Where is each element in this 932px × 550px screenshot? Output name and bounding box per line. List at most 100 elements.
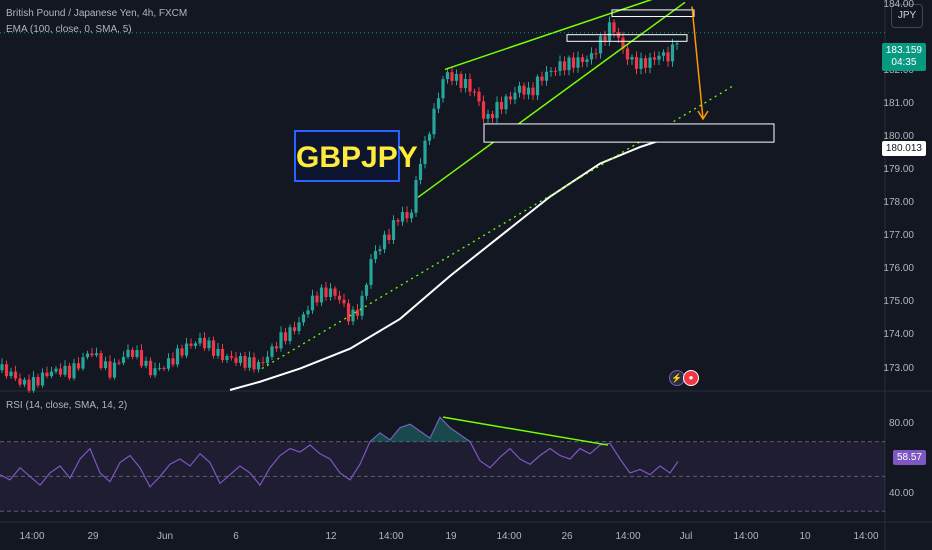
time-tick-1: 29 xyxy=(87,531,99,542)
candle-body-63 xyxy=(283,332,288,341)
candle-body-86 xyxy=(387,234,391,240)
price-tick-5: 178.00 xyxy=(883,197,914,209)
candle-body-123 xyxy=(553,70,558,72)
pair-annotation[interactable]: GBPJPY xyxy=(294,130,418,182)
candle-body-118 xyxy=(531,87,535,96)
candle-body-93 xyxy=(418,164,423,181)
candle-body-43 xyxy=(193,343,198,346)
time-tick-0: 14:00 xyxy=(19,531,45,542)
candle-body-53 xyxy=(238,356,243,363)
candle-body-87 xyxy=(391,220,396,240)
candle-body-11 xyxy=(49,371,54,377)
candle-body-89 xyxy=(400,212,405,222)
candle-body-18 xyxy=(81,357,85,369)
candle-body-125 xyxy=(562,61,567,71)
candle-body-131 xyxy=(589,53,594,60)
candle-body-31 xyxy=(139,350,144,366)
candle-body-100 xyxy=(450,72,454,81)
candle-body-32 xyxy=(144,360,148,366)
candle-body-16 xyxy=(72,363,76,379)
candle-body-143 xyxy=(643,58,648,68)
candle-body-96 xyxy=(432,108,436,135)
candle-body-74 xyxy=(333,288,337,296)
candle-body-47 xyxy=(211,340,216,356)
candle-body-104 xyxy=(468,79,472,92)
candle-body-122 xyxy=(549,70,553,72)
candle-body-108 xyxy=(486,113,490,119)
price-tick-9: 174.00 xyxy=(883,329,914,341)
rsi-divergence-line xyxy=(442,416,609,446)
candle-body-91 xyxy=(409,212,414,219)
candle-body-3 xyxy=(13,371,18,379)
candle-body-112 xyxy=(504,96,508,110)
candle-body-15 xyxy=(67,365,72,379)
candle-body-25 xyxy=(112,362,117,378)
candle-body-71 xyxy=(319,287,324,303)
candle-body-92 xyxy=(414,180,418,213)
candle-body-84 xyxy=(378,249,382,252)
candle-body-17 xyxy=(76,363,81,369)
currency-button[interactable]: JPY xyxy=(891,4,923,28)
candle-body-144 xyxy=(648,57,652,68)
candle-body-134 xyxy=(603,36,607,41)
ema-indicator-label[interactable]: EMA (100, close, 0, SMA, 5) xyxy=(6,24,132,35)
candle-body-8 xyxy=(36,376,40,386)
price-tick-4: 179.00 xyxy=(883,164,914,176)
candle-body-30 xyxy=(135,350,139,357)
candle-body-133 xyxy=(598,36,603,54)
candle-body-59 xyxy=(265,356,270,364)
candle-body-12 xyxy=(54,368,58,372)
symbol-title[interactable]: British Pound / Japanese Yen, 4h, FXCM xyxy=(6,8,188,19)
candle-body-34 xyxy=(153,368,157,376)
candle-body-4 xyxy=(18,378,22,385)
candle-body-117 xyxy=(526,87,531,95)
price-tick-0: 184.00 xyxy=(883,0,914,10)
candle-body-114 xyxy=(513,92,517,100)
target-arrow-head xyxy=(697,110,709,121)
candle-body-19 xyxy=(85,353,90,358)
candle-body-80 xyxy=(360,295,364,316)
candle-body-136 xyxy=(612,22,616,33)
candle-body-66 xyxy=(297,322,301,332)
candle-body-42 xyxy=(189,343,193,346)
price-tick-3: 180.00 xyxy=(883,131,914,143)
candle-body-97 xyxy=(436,98,441,109)
candle-body-94 xyxy=(423,140,427,165)
candle-body-9 xyxy=(40,372,45,386)
candle-body-22 xyxy=(99,353,103,369)
countdown-timer: 04:35 xyxy=(891,57,917,68)
candle-body-113 xyxy=(508,96,513,100)
time-tick-10: Jul xyxy=(679,531,693,542)
candle-body-37 xyxy=(166,358,171,369)
candle-body-102 xyxy=(459,74,463,88)
rsi-tick-1: 40.00 xyxy=(888,487,914,499)
flag-icon[interactable]: ● xyxy=(683,370,699,386)
candle-body-90 xyxy=(405,212,409,219)
lower-channel-line xyxy=(417,1,686,198)
price-tick-7: 176.00 xyxy=(883,263,914,275)
candle-body-119 xyxy=(535,76,540,96)
candle-body-46 xyxy=(207,340,211,349)
candle-body-67 xyxy=(301,314,306,323)
rsi-indicator-label[interactable]: RSI (14, close, SMA, 14, 2) xyxy=(6,400,128,411)
candle-body-142 xyxy=(639,58,643,69)
candle-body-145 xyxy=(652,57,657,60)
candle-body-62 xyxy=(279,332,283,349)
candle-body-150 xyxy=(675,43,679,45)
candle-body-126 xyxy=(567,57,571,71)
candle-body-38 xyxy=(171,358,175,365)
candle-body-55 xyxy=(247,357,252,368)
candle-body-6 xyxy=(27,379,31,391)
candle-body-121 xyxy=(544,71,549,81)
candle-body-41 xyxy=(184,343,189,356)
candle-body-85 xyxy=(382,234,387,250)
time-tick-11: 14:00 xyxy=(733,531,759,542)
candle-body-20 xyxy=(90,353,94,356)
candle-body-135 xyxy=(607,22,612,41)
candle-body-88 xyxy=(396,220,400,222)
candle-body-120 xyxy=(540,76,544,81)
candle-body-58 xyxy=(261,362,265,364)
candle-body-28 xyxy=(126,349,130,357)
candle-body-115 xyxy=(517,85,522,93)
